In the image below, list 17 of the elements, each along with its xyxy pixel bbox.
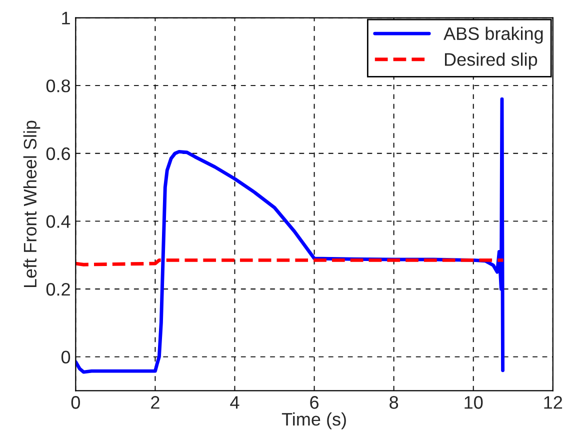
y-tick-label: 1 xyxy=(62,12,70,24)
y-tick-label: 0 xyxy=(61,350,70,364)
legend-label: Desired slip xyxy=(444,52,538,70)
x-tick-label: 0 xyxy=(71,396,80,409)
x-tick-label: 2 xyxy=(151,396,160,409)
x-tick-label: 12 xyxy=(544,396,562,409)
y-axis-title: Left Front Wheel Slip xyxy=(23,120,40,288)
x-axis-title: Time (s) xyxy=(282,412,346,430)
y-tick-label: 0.6 xyxy=(46,147,70,160)
x-tick-label: 4 xyxy=(230,396,240,409)
y-tick-label: 0.8 xyxy=(46,80,70,92)
x-tick-label: 10 xyxy=(464,396,483,409)
x-tick-label: 6 xyxy=(310,396,319,409)
y-tick-label: 0.2 xyxy=(46,282,70,296)
y-tick-label: 0.4 xyxy=(46,215,70,228)
legend-label: ABS braking xyxy=(444,26,543,44)
x-tick-label: 8 xyxy=(390,396,398,409)
